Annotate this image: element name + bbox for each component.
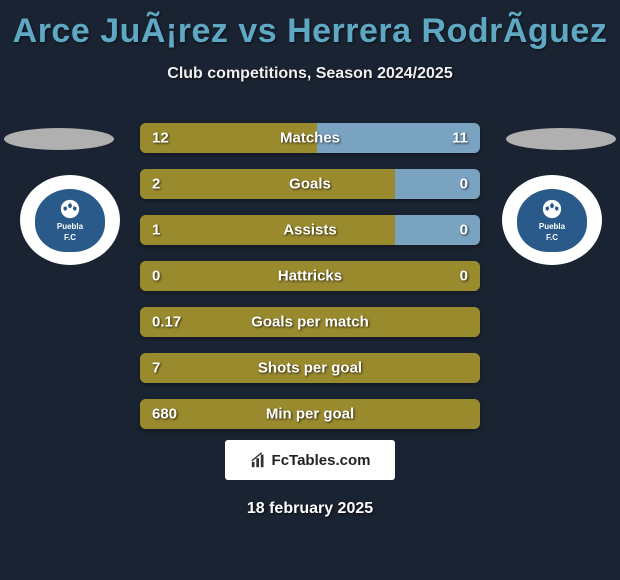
stat-value-right: 0 — [460, 176, 468, 193]
stat-label: Assists — [283, 222, 336, 239]
stat-bar-left — [140, 215, 395, 245]
stat-row: 0.17 Goals per match — [140, 307, 480, 337]
stat-label: Shots per goal — [258, 360, 362, 377]
stat-value-left: 7 — [152, 360, 160, 377]
stat-row: 1 Assists 0 — [140, 215, 480, 245]
left-player-oval — [4, 128, 114, 150]
badge-team-sub: F.C — [64, 233, 76, 242]
stat-label: Matches — [280, 130, 340, 147]
stat-label: Goals per match — [251, 314, 369, 331]
stat-value-left: 680 — [152, 406, 177, 423]
badge-team-name: Puebla — [57, 222, 83, 231]
stat-row: 7 Shots per goal — [140, 353, 480, 383]
left-team-badge: Puebla F.C — [20, 175, 120, 265]
stat-value-left: 0.17 — [152, 314, 181, 331]
right-player-oval — [506, 128, 616, 150]
chart-icon — [250, 451, 268, 469]
stat-value-right: 0 — [460, 222, 468, 239]
stat-bar-left — [140, 169, 395, 199]
stat-row: 12 Matches 11 — [140, 123, 480, 153]
stat-label: Goals — [289, 176, 331, 193]
stat-label: Min per goal — [266, 406, 354, 423]
stats-container: 12 Matches 11 2 Goals 0 1 Assists 0 0 Hattricks 0 0.… — [140, 123, 480, 445]
stat-label: Hattricks — [278, 268, 342, 285]
stat-value-left: 1 — [152, 222, 160, 239]
subtitle: Club competitions, Season 2024/2025 — [0, 51, 620, 83]
soccer-ball-icon — [541, 198, 563, 220]
soccer-ball-icon — [59, 198, 81, 220]
stat-value-left: 2 — [152, 176, 160, 193]
logo-text: FcTables.com — [272, 452, 371, 469]
stat-row: 2 Goals 0 — [140, 169, 480, 199]
fctables-logo[interactable]: FcTables.com — [225, 440, 395, 480]
right-team-badge: Puebla F.C — [502, 175, 602, 265]
stat-value-right: 11 — [452, 130, 468, 147]
page-title: Arce JuÃ¡rez vs Herrera RodrÃ­guez — [0, 0, 620, 51]
date-label: 18 february 2025 — [247, 500, 373, 518]
stat-row: 0 Hattricks 0 — [140, 261, 480, 291]
badge-team-sub: F.C — [546, 233, 558, 242]
stat-value-left: 12 — [152, 130, 169, 147]
stat-value-right: 0 — [460, 268, 468, 285]
stat-row: 680 Min per goal — [140, 399, 480, 429]
stat-value-left: 0 — [152, 268, 160, 285]
badge-team-name: Puebla — [539, 222, 565, 231]
